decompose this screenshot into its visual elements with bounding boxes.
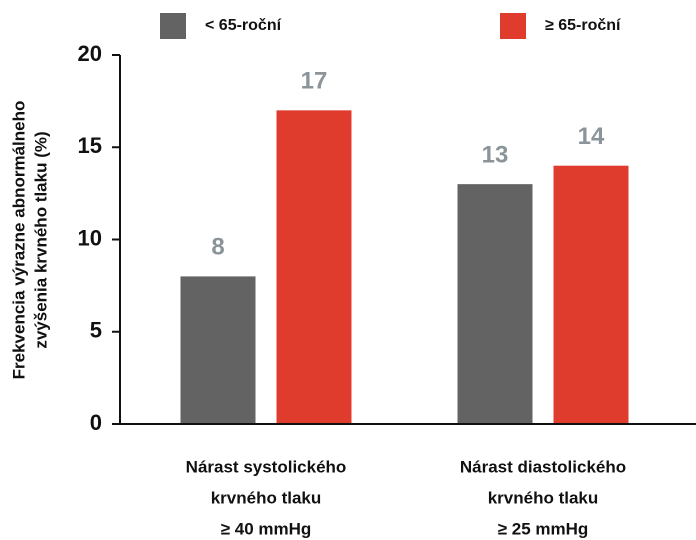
y-tick-label: 15 — [78, 133, 102, 158]
y-tick-label: 10 — [78, 225, 102, 250]
y-tick-label: 5 — [90, 318, 102, 343]
x-tick-label: krvného tlaku — [211, 488, 322, 507]
y-axis-label: zvýšenia krvného tlaku (%) — [31, 131, 50, 348]
bar — [276, 110, 352, 424]
x-tick-label: krvného tlaku — [488, 488, 599, 507]
bar — [553, 165, 629, 424]
value-label: 8 — [211, 234, 224, 261]
value-label: 17 — [301, 68, 328, 95]
x-tick-label: ≥ 25 mmHg — [498, 519, 589, 538]
legend-label: ≥ 65-roční — [545, 17, 621, 34]
bar — [457, 184, 533, 424]
legend-label: < 65-roční — [205, 17, 282, 34]
x-tick-label: Nárast diastolického — [460, 457, 626, 476]
x-tick-label: ≥ 40 mmHg — [221, 519, 312, 538]
value-label: 13 — [482, 141, 509, 168]
y-tick-label: 20 — [78, 41, 102, 66]
x-tick-label: Nárast systolického — [186, 457, 347, 476]
legend-swatch — [160, 13, 186, 39]
y-tick-label: 0 — [90, 410, 102, 435]
value-label: 14 — [578, 123, 605, 150]
legend-swatch — [500, 13, 526, 39]
y-axis-label: Frekvencia výrazne abnormálneho — [9, 101, 28, 380]
bar — [180, 276, 256, 424]
